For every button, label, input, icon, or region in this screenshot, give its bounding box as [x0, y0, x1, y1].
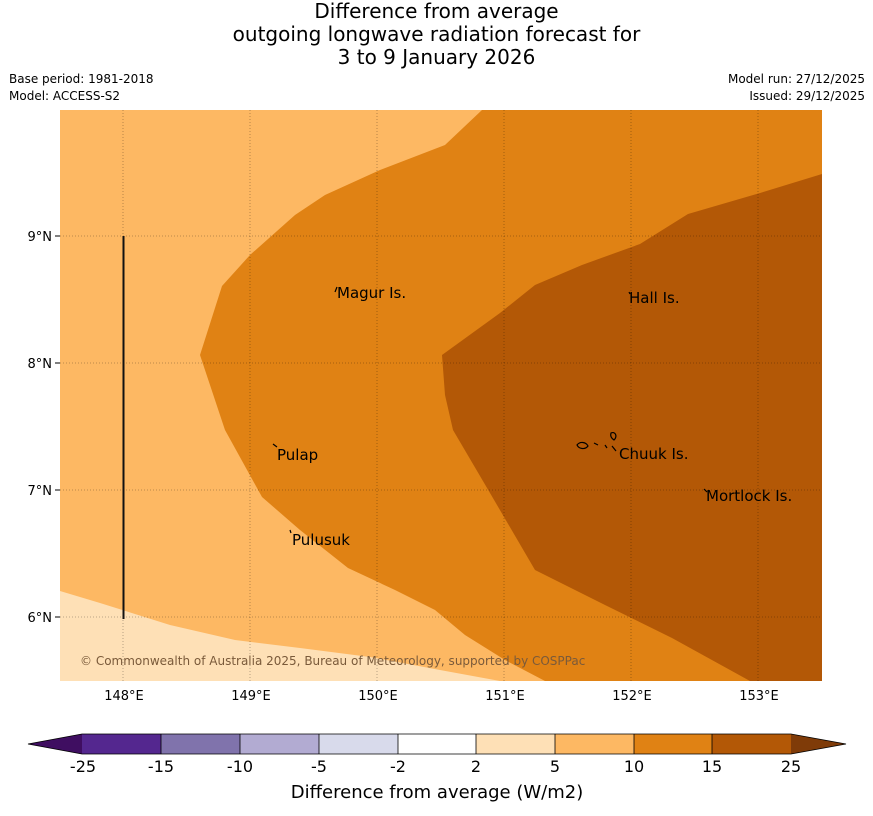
place-hall: Hall Is.	[629, 289, 680, 307]
colorbar-ticks: -25 -15 -10 -5 -2 2 5 10 15 25	[70, 757, 801, 776]
cb-tick-25: 25	[781, 757, 801, 776]
lat-tick-7n: 7°N	[28, 484, 53, 499]
island-outlines	[272, 286, 708, 534]
lon-tick-152e: 152°E	[612, 689, 652, 704]
title-line-2: outgoing longwave radiation forecast for	[232, 22, 641, 46]
contour-15-25	[442, 174, 822, 681]
place-pulusuk: Pulusuk	[292, 531, 350, 549]
colorbar-seg-neg15-neg10	[161, 734, 240, 754]
cb-tick-neg5: -5	[311, 757, 327, 776]
place-magur: Magur Is.	[337, 284, 406, 302]
colorbar-extend-high	[791, 734, 846, 754]
chart-title: Difference from average outgoing longwav…	[0, 0, 873, 69]
model-run: Model run: 27/12/2025	[727, 72, 865, 86]
cb-tick-10: 10	[624, 757, 644, 776]
title-line-3: 3 to 9 January 2026	[337, 45, 536, 69]
base-period: Base period: 1981-2018	[9, 72, 154, 86]
colorbar-label: Difference from average (W/m2)	[291, 782, 583, 803]
contour-2-5	[60, 591, 500, 681]
map-panel	[60, 110, 822, 681]
lon-ticks: 148°E 149°E 150°E 151°E 152°E 153°E	[104, 689, 779, 704]
cb-tick-neg2: -2	[390, 757, 406, 776]
lon-tick-150e: 150°E	[358, 689, 398, 704]
colorbar-seg-neg10-neg5	[240, 734, 319, 754]
colorbar-seg-15-25	[712, 734, 791, 754]
colorbar-seg-10-15	[634, 734, 712, 754]
lat-tick-marks	[55, 235, 60, 618]
title-line-1: Difference from average	[314, 0, 559, 23]
colorbar-seg-neg25-neg15	[82, 734, 161, 754]
cb-tick-neg10: -10	[227, 757, 253, 776]
cb-tick-5: 5	[550, 757, 560, 776]
lon-tick-151e: 151°E	[485, 689, 525, 704]
lat-ticks: 9°N 8°N 7°N 6°N	[28, 230, 53, 626]
cb-tick-2: 2	[471, 757, 481, 776]
colorbar-seg-5-10	[555, 734, 634, 754]
lon-tick-148e: 148°E	[104, 689, 144, 704]
cb-tick-neg25: -25	[70, 757, 96, 776]
lon-tick-149e: 149°E	[231, 689, 271, 704]
colorbar-seg-2-5	[476, 734, 555, 754]
meta-left: Base period: 1981-2018 Model: ACCESS-S2	[9, 71, 154, 105]
lon-tick-153e: 153°E	[739, 689, 779, 704]
colorbar-extend-low	[28, 734, 82, 754]
place-mortlock: Mortlock Is.	[706, 487, 792, 505]
lat-tick-9n: 9°N	[28, 230, 53, 245]
copyright-text: © Commonwealth of Australia 2025, Bureau…	[80, 654, 585, 668]
place-chuuk: Chuuk Is.	[619, 445, 688, 463]
lat-tick-6n: 6°N	[28, 611, 53, 626]
cb-tick-15: 15	[702, 757, 722, 776]
colorbar	[27, 733, 847, 755]
issued-date: Issued: 29/12/2025	[749, 89, 865, 103]
colorbar-seg-neg2-2	[398, 734, 476, 754]
meta-right: Model run: 27/12/2025 Issued: 29/12/2025	[728, 71, 865, 105]
cb-tick-neg15: -15	[148, 757, 174, 776]
lat-tick-8n: 8°N	[28, 357, 53, 372]
place-labels: Magur Is. Hall Is. Pulap Chuuk Is. Mortl…	[277, 284, 792, 549]
model-name: Model: ACCESS-S2	[9, 89, 121, 103]
colorbar-seg-neg5-neg2	[319, 734, 398, 754]
place-pulap: Pulap	[277, 446, 318, 464]
